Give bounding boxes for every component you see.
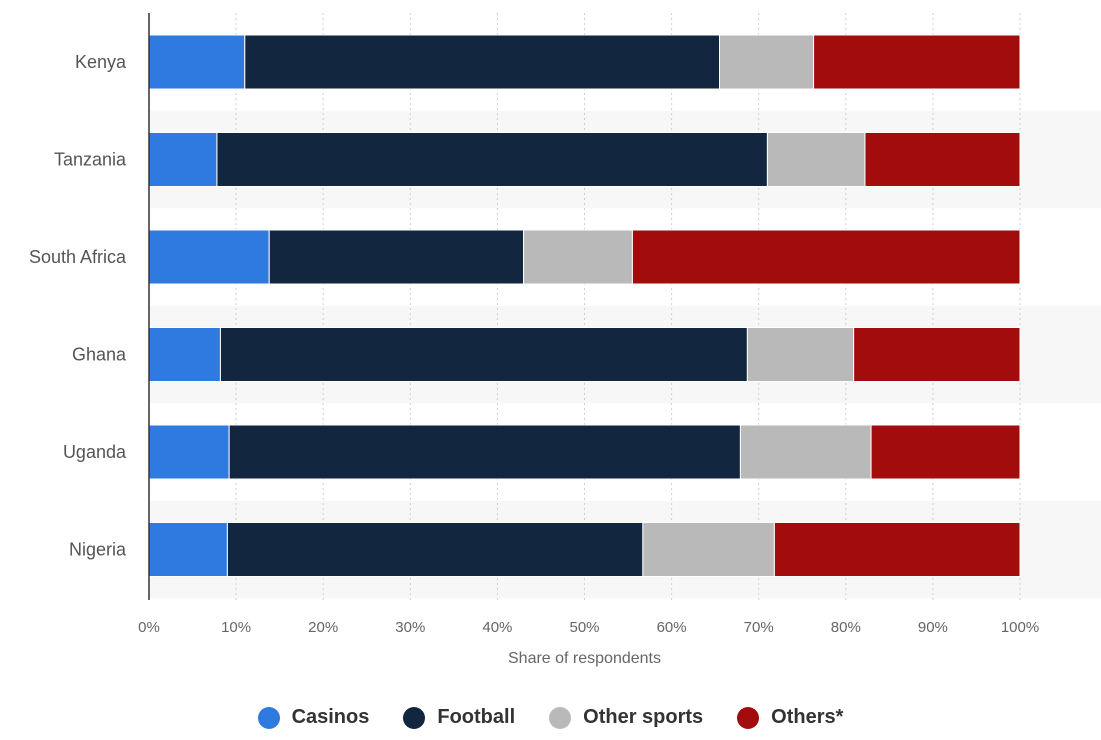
bar-segment bbox=[853, 327, 1021, 382]
bar-segment bbox=[268, 229, 525, 285]
bar-segment bbox=[148, 229, 270, 285]
bar-segment bbox=[216, 132, 768, 187]
bar-segment bbox=[148, 34, 246, 90]
legend-label: Football bbox=[437, 706, 516, 728]
bar-segment bbox=[244, 34, 721, 90]
category-label: Kenya bbox=[75, 52, 127, 72]
bar-segment bbox=[719, 34, 815, 90]
category-labels: Kenya Tanzania South Africa Ghana Uganda Nige… bbox=[29, 52, 127, 560]
bar-segment bbox=[642, 522, 775, 577]
legend-swatch bbox=[257, 706, 280, 729]
bar-segment bbox=[228, 424, 741, 480]
bar-segment bbox=[773, 522, 1021, 577]
bars bbox=[148, 34, 1021, 577]
x-tick-label: 30% bbox=[395, 619, 425, 636]
legend-swatch bbox=[549, 706, 572, 729]
bar-segment bbox=[523, 229, 633, 285]
legend-label: Others* bbox=[771, 706, 844, 728]
x-tick-label: 90% bbox=[918, 619, 948, 636]
category-label: South Africa bbox=[29, 247, 127, 267]
bar-segment bbox=[631, 229, 1021, 285]
x-tick-label: 0% bbox=[138, 619, 160, 636]
legend-label: Other sports bbox=[583, 706, 704, 728]
x-tick-label: 80% bbox=[831, 619, 861, 636]
bar-segment bbox=[766, 132, 866, 187]
bar-segment bbox=[864, 132, 1021, 187]
bar-segment bbox=[739, 424, 872, 480]
bar-segment bbox=[746, 327, 855, 382]
legend-item[interactable]: Other sports bbox=[549, 706, 703, 729]
x-tick-label: 10% bbox=[221, 619, 251, 636]
category-label: Nigeria bbox=[69, 540, 127, 560]
x-tick-label: 100% bbox=[1001, 619, 1039, 636]
bar-segment bbox=[148, 132, 218, 187]
x-tick-labels: 0% 10% 20% 30% 40% 50% 60% 70% 80% 90% 100% bbox=[138, 619, 1039, 636]
x-tick-label: 20% bbox=[308, 619, 338, 636]
bar-segment bbox=[226, 522, 644, 577]
legend-swatch bbox=[737, 706, 760, 729]
x-tick-label: 50% bbox=[569, 619, 599, 636]
bar-segment bbox=[813, 34, 1021, 90]
legend-label: Casinos bbox=[291, 706, 370, 728]
x-axis-title: Share of respondents bbox=[508, 650, 661, 667]
x-tick-label: 40% bbox=[482, 619, 512, 636]
category-label: Tanzania bbox=[54, 150, 127, 170]
bar-segment bbox=[148, 424, 230, 480]
bar-segment bbox=[148, 327, 221, 382]
bar-segment bbox=[870, 424, 1021, 480]
category-label: Ghana bbox=[72, 345, 127, 365]
x-tick-label: 60% bbox=[657, 619, 687, 636]
bar-segment bbox=[219, 327, 748, 382]
category-label: Uganda bbox=[63, 442, 127, 462]
stacked-bar-chart: Kenya Tanzania South Africa Ghana Uganda Nige… bbox=[28, 13, 1040, 667]
x-tick-label: 70% bbox=[744, 619, 774, 636]
legend-item[interactable]: Others* bbox=[737, 706, 843, 729]
bar-segment bbox=[148, 522, 228, 577]
legend: Casinos Football Other sports Others* bbox=[0, 706, 1101, 729]
legend-item[interactable]: Football bbox=[403, 706, 515, 729]
legend-swatch bbox=[403, 706, 426, 729]
legend-item[interactable]: Casinos bbox=[257, 706, 370, 729]
